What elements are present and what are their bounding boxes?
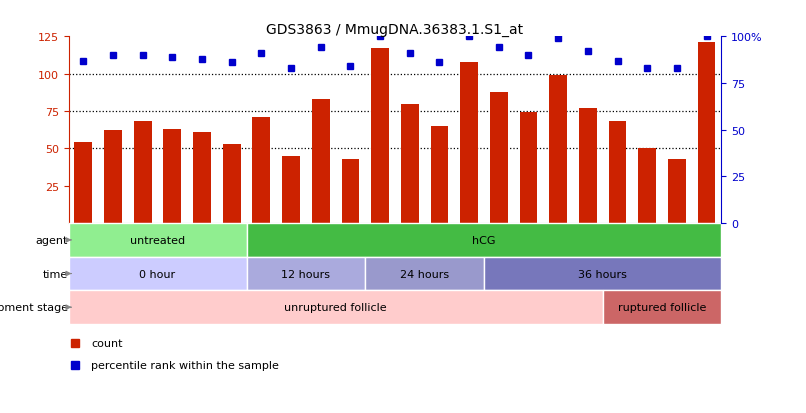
Text: GDS3863 / MmugDNA.36383.1.S1_at: GDS3863 / MmugDNA.36383.1.S1_at — [266, 23, 524, 37]
Bar — [430, 127, 448, 223]
Text: agent: agent — [35, 235, 68, 245]
Bar — [312, 100, 330, 223]
Bar — [69, 223, 247, 257]
Bar — [460, 62, 478, 223]
Text: percentile rank within the sample: percentile rank within the sample — [91, 361, 279, 370]
Text: 0 hour: 0 hour — [139, 269, 176, 279]
Bar — [609, 122, 626, 223]
Bar — [222, 145, 241, 223]
Bar — [484, 257, 721, 291]
Bar — [603, 291, 721, 324]
Bar — [252, 118, 270, 223]
Bar — [164, 130, 181, 223]
Bar — [579, 109, 596, 223]
Text: development stage: development stage — [0, 302, 68, 312]
Bar — [134, 122, 152, 223]
Bar — [638, 149, 656, 223]
Text: 36 hours: 36 hours — [578, 269, 627, 279]
Bar — [365, 257, 484, 291]
Bar — [549, 76, 567, 223]
Text: untreated: untreated — [130, 235, 185, 245]
Text: 24 hours: 24 hours — [400, 269, 449, 279]
Bar — [698, 43, 716, 223]
Bar — [69, 257, 247, 291]
Bar — [520, 113, 538, 223]
Text: unruptured follicle: unruptured follicle — [285, 302, 387, 312]
Bar — [247, 223, 721, 257]
Bar — [401, 104, 418, 223]
Bar — [193, 133, 211, 223]
Bar — [372, 49, 389, 223]
Text: 12 hours: 12 hours — [281, 269, 330, 279]
Bar — [282, 157, 300, 223]
Bar — [490, 93, 508, 223]
Text: time: time — [43, 269, 68, 279]
Bar — [668, 159, 686, 223]
Bar — [104, 131, 122, 223]
Text: hCG: hCG — [472, 235, 496, 245]
Bar — [342, 159, 359, 223]
Bar — [74, 143, 92, 223]
Bar — [247, 257, 365, 291]
Text: count: count — [91, 338, 123, 348]
Text: ruptured follicle: ruptured follicle — [618, 302, 706, 312]
Bar — [69, 291, 603, 324]
